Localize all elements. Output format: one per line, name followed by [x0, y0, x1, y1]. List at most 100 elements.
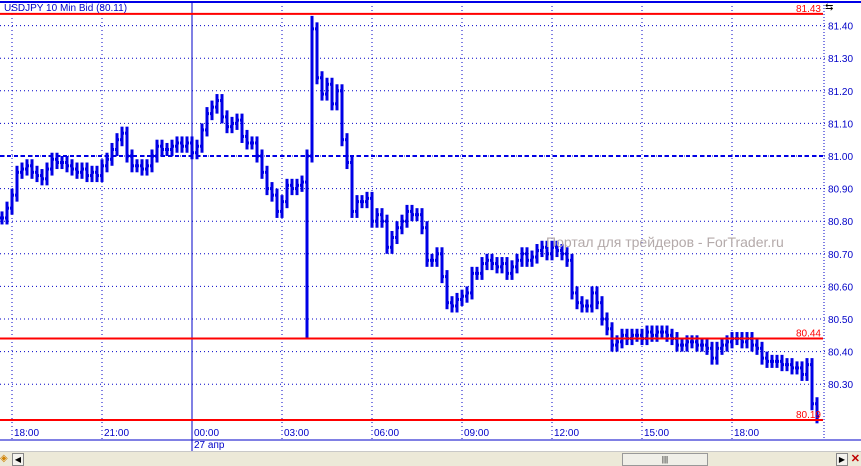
close-icon[interactable]: ✕	[850, 453, 860, 465]
ohlc-bar	[560, 244, 564, 261]
navigator-icon[interactable]: ◈	[0, 453, 8, 464]
ohlc-bar	[165, 142, 169, 156]
time-tick-label: 00:00	[194, 428, 219, 439]
ohlc-bar	[370, 191, 374, 228]
time-tick-label: 06:00	[374, 428, 399, 439]
ohlc-bar	[185, 136, 189, 153]
ohlc-bar	[305, 149, 309, 339]
ohlc-bar	[800, 361, 804, 381]
ohlc-bar	[145, 159, 149, 176]
ohlc-bar	[155, 139, 159, 163]
ohlc-bar	[475, 266, 479, 280]
ohlc-bar	[425, 221, 429, 267]
time-tick-label: 21:00	[104, 428, 129, 439]
ohlc-bar	[275, 188, 279, 218]
ohlc-bar	[375, 208, 379, 228]
ohlc-bar	[780, 354, 784, 372]
ohlc-bar	[325, 77, 329, 101]
ohlc-bar	[320, 71, 324, 101]
ohlc-bar	[75, 162, 79, 179]
horizontal-scrollbar[interactable]: ◈ ◀ ||| ▶ ✕	[0, 451, 861, 466]
ohlc-bar	[100, 159, 104, 183]
ohlc-bar	[610, 322, 614, 352]
ohlc-bar	[510, 260, 514, 280]
ohlc-bar	[335, 84, 339, 111]
ohlc-bar	[405, 204, 409, 228]
ohlc-bar	[460, 289, 464, 306]
ohlc-bar	[0, 211, 4, 225]
price-tick-label: 80.90	[828, 185, 853, 196]
ohlc-bar	[575, 286, 579, 310]
ohlc-bar	[195, 139, 199, 160]
ohlc-bar	[340, 84, 344, 147]
ohlc-bar	[480, 257, 484, 280]
ohlc-bar	[150, 149, 154, 173]
ohlc-bar	[330, 77, 334, 111]
ohlc-bar	[55, 152, 59, 170]
ohlc-bar	[540, 240, 544, 258]
ohlc-bar	[255, 136, 259, 163]
ohlc-bar	[550, 240, 554, 261]
ohlc-bar	[90, 165, 94, 183]
ohlc-bar	[170, 139, 174, 156]
ohlc-bar	[15, 165, 19, 202]
ohlc-bar	[710, 341, 714, 365]
time-tick-label: 03:00	[284, 428, 309, 439]
ohlc-bar	[40, 169, 44, 186]
level-label: 80.19	[796, 410, 821, 421]
price-tick-label: 80.50	[828, 315, 853, 326]
ohlc-bar	[135, 159, 139, 173]
ohlc-bar	[580, 296, 584, 313]
ohlc-bar	[50, 152, 54, 176]
ohlc-bar	[450, 296, 454, 313]
ohlc-bar	[415, 208, 419, 222]
ohlc-bar	[565, 247, 569, 267]
ohlc-bar	[130, 149, 134, 173]
ohlc-bar	[675, 332, 679, 352]
ohlc-bar	[545, 240, 549, 261]
ohlc-bar	[270, 182, 274, 202]
ohlc-bar	[570, 253, 574, 300]
ohlc-bar	[35, 165, 39, 183]
ohlc-bar	[590, 286, 594, 313]
ohlc-bar	[5, 201, 9, 225]
ohlc-bar	[85, 162, 89, 183]
price-tick-label: 80.80	[828, 217, 853, 228]
ohlc-bar	[635, 328, 639, 342]
ohlc-bar	[30, 159, 34, 179]
ohlc-bar	[60, 156, 64, 170]
ohlc-bar	[230, 116, 234, 134]
ohlc-bar	[260, 149, 264, 179]
ohlc-bar	[280, 195, 284, 218]
time-tick-label: 12:00	[554, 428, 579, 439]
scale-toggle-icon[interactable]: ⇆	[825, 2, 834, 13]
ohlc-bar	[190, 136, 194, 160]
ohlc-bar	[530, 250, 534, 267]
ohlc-bar	[490, 253, 494, 271]
ohlc-bar	[360, 195, 364, 209]
price-tick-label: 81.00	[828, 152, 853, 163]
price-tick-label: 80.30	[828, 380, 853, 391]
ohlc-bar	[285, 178, 289, 209]
ohlc-bar	[420, 208, 424, 235]
ohlc-bar	[200, 123, 204, 153]
scroll-thumb[interactable]: |||	[622, 453, 708, 466]
ohlc-bar	[210, 100, 214, 121]
ohlc-bar	[390, 230, 394, 254]
ohlc-bar	[765, 351, 769, 368]
scroll-left-button[interactable]: ◀	[12, 453, 24, 466]
ohlc-bar	[235, 113, 239, 130]
ohlc-bar	[700, 338, 704, 352]
ohlc-bar	[785, 358, 789, 372]
ohlc-bar	[160, 139, 164, 156]
level-label: 80.44	[796, 329, 821, 340]
ohlc-bar	[520, 247, 524, 267]
ohlc-bar	[605, 312, 609, 336]
price-tick-label: 80.40	[828, 348, 853, 359]
scroll-right-button[interactable]: ▶	[836, 453, 848, 466]
ohlc-bar	[175, 136, 179, 153]
ohlc-bar	[25, 159, 29, 176]
ohlc-bar	[290, 178, 294, 196]
ohlc-bar	[10, 188, 14, 215]
ohlc-bar	[445, 270, 449, 310]
